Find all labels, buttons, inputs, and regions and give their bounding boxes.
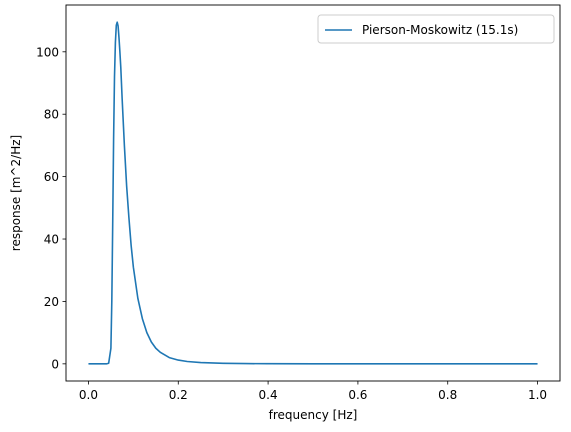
x-tick-label: 0.6: [348, 388, 367, 402]
legend-box: [317, 14, 555, 44]
plot-area: [88, 21, 538, 365]
x-tick-label: 0.2: [169, 388, 188, 402]
y-tick-label: 40: [44, 233, 59, 247]
legend-label: Pierson-Moskowitz (15.1s): [362, 23, 518, 37]
x-tick-label: 1.0: [528, 388, 547, 402]
plot-frame: [65, 4, 561, 382]
y-tick-label: 100: [36, 45, 59, 59]
x-tick-label: 0.0: [79, 388, 98, 402]
y-axis-label: response [m^2/Hz]: [9, 135, 23, 251]
series-line: [88, 21, 538, 365]
axis-ticks: 0.0 0.2 0.4 0.6 0.8 1.0 0 20 40 60 80 100: [36, 45, 547, 402]
x-axis-label: frequency [Hz]: [269, 408, 358, 422]
y-tick-label: 20: [44, 295, 59, 309]
legend: Pierson-Moskowitz (15.1s): [317, 14, 555, 44]
y-tick-label: 60: [44, 170, 59, 184]
y-tick-label: 0: [51, 357, 59, 371]
x-tick-label: 0.4: [259, 388, 278, 402]
y-tick-label: 80: [44, 108, 59, 122]
x-tick-label: 0.8: [438, 388, 457, 402]
